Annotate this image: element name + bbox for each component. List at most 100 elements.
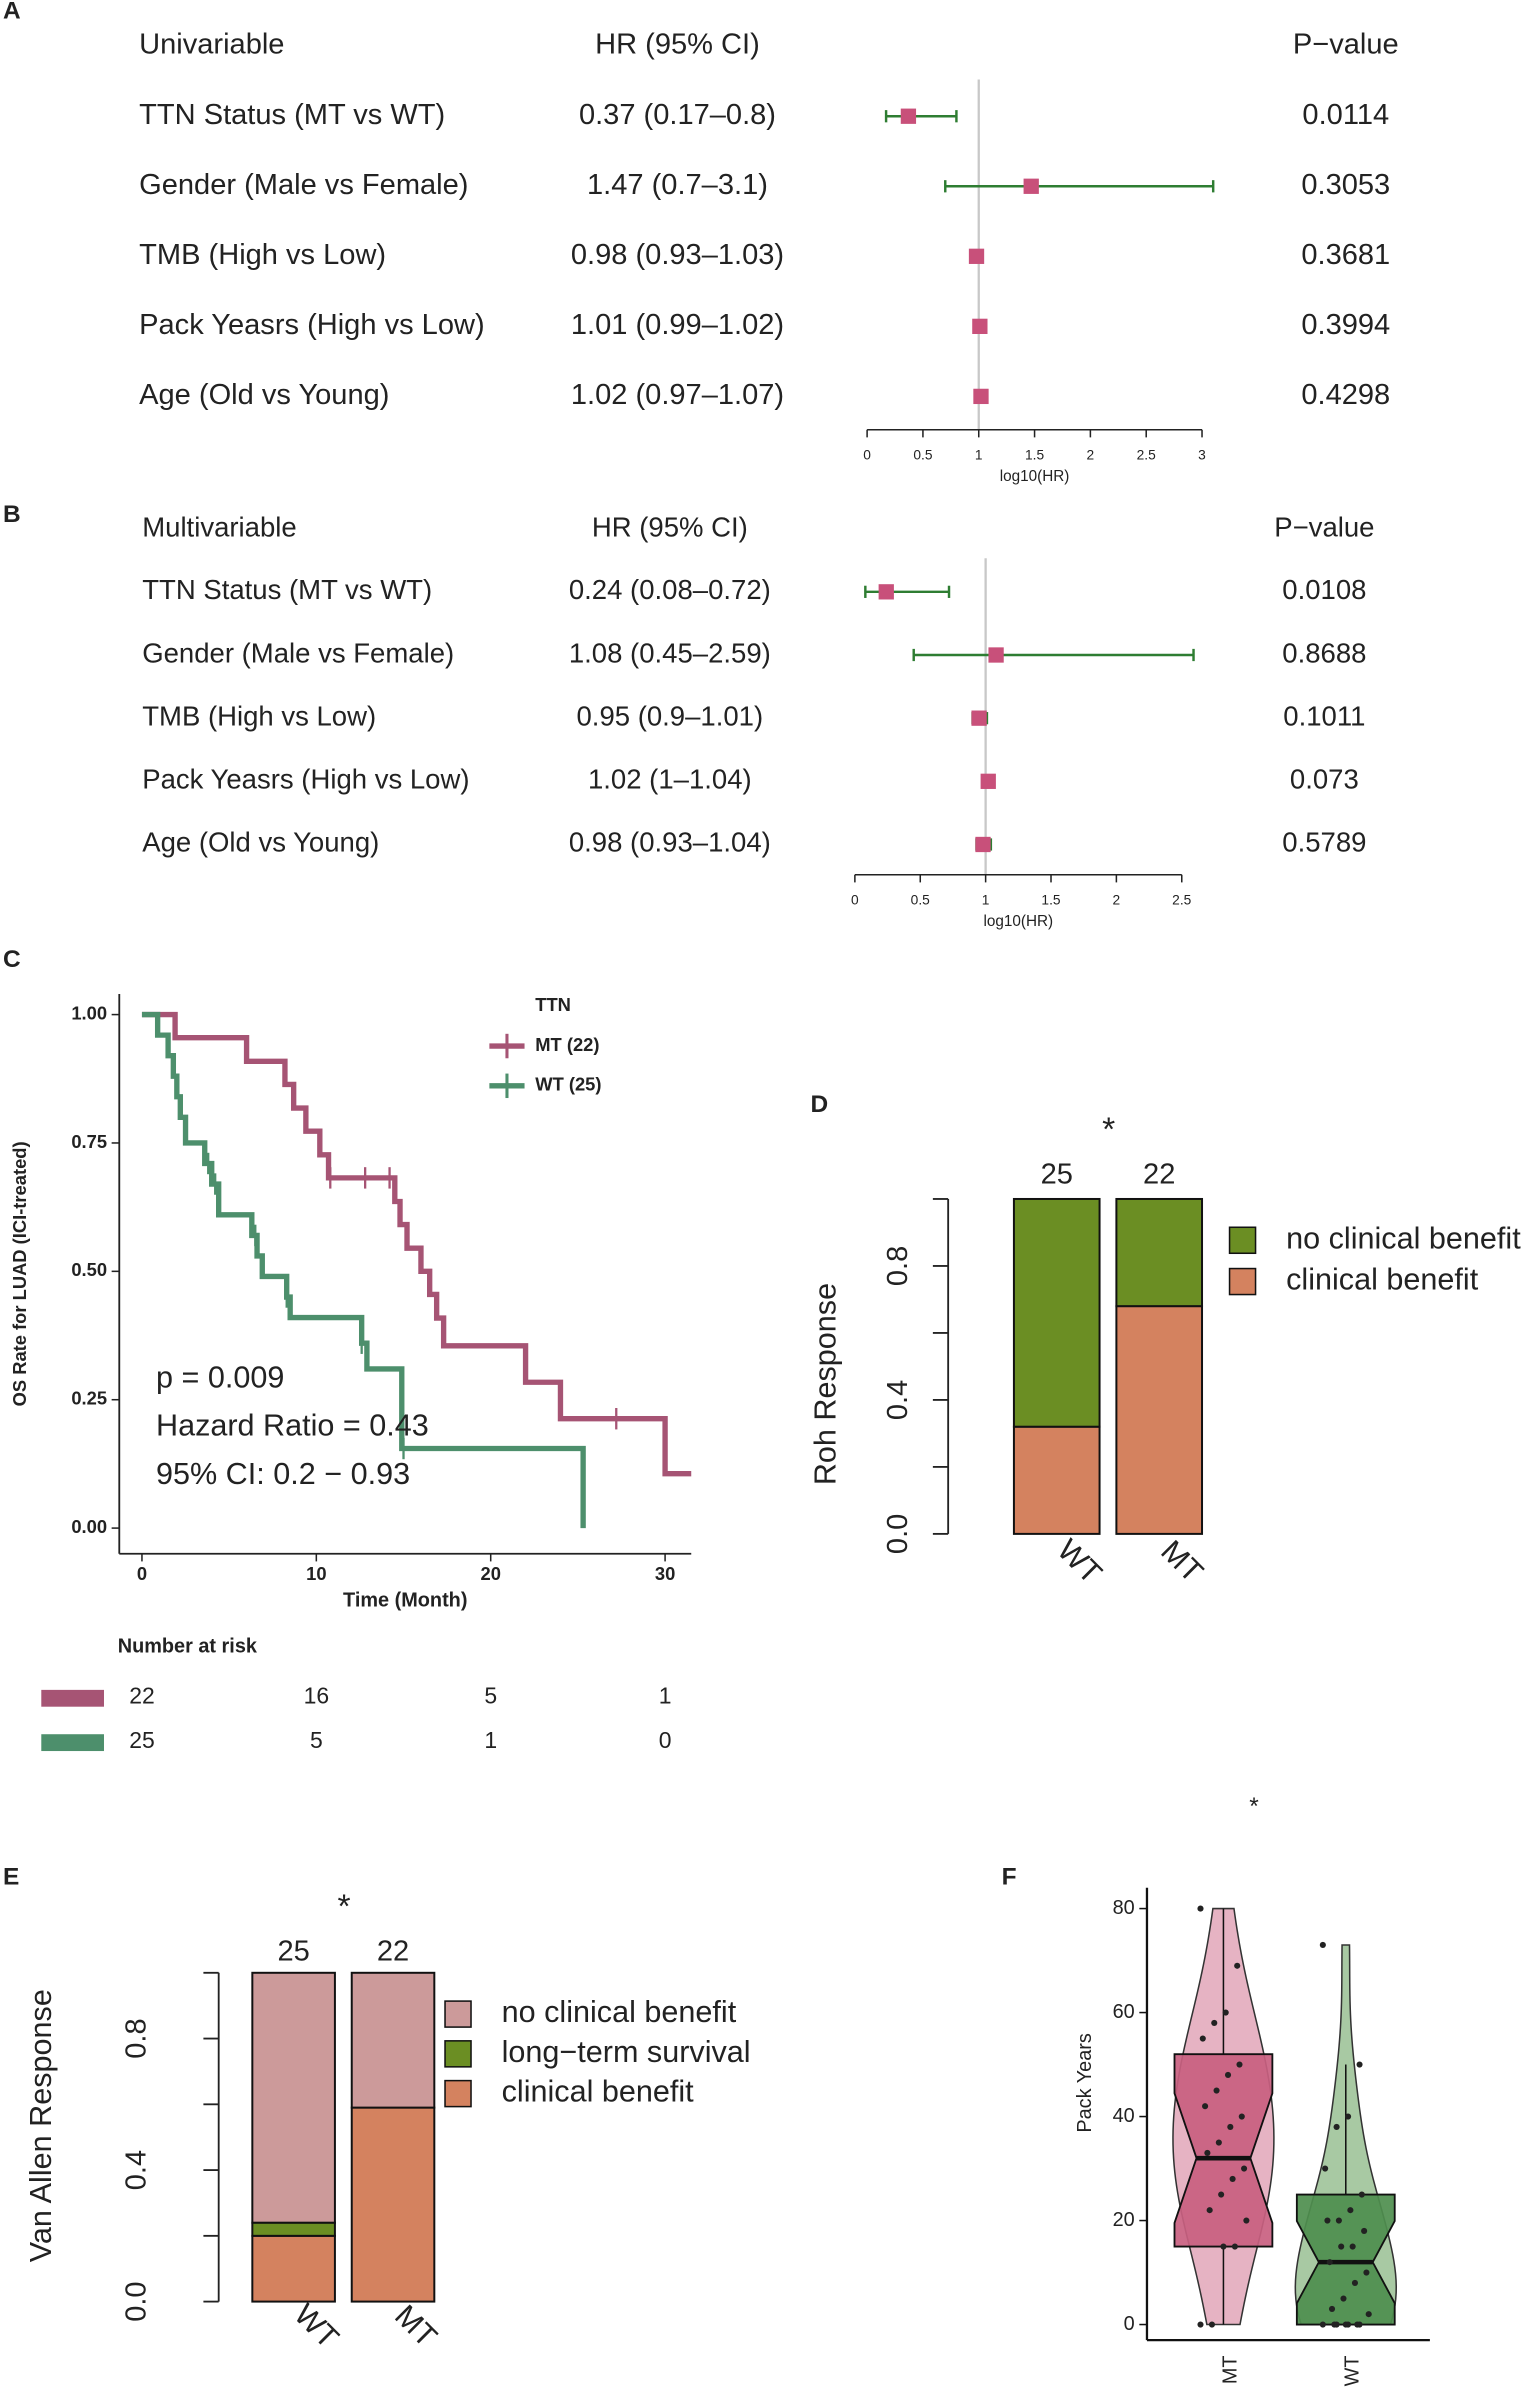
data-point xyxy=(1345,2113,1352,2120)
y-tick-label: 80 xyxy=(1113,1897,1135,1919)
y-axis-label: OS Rate for LUAD (ICI-treated) xyxy=(9,1141,30,1406)
p-value: 0.3994 xyxy=(1301,309,1390,341)
hr-label: 1.02 (1–1.04) xyxy=(588,764,752,795)
legend-label: no clinical benefit xyxy=(502,1995,737,2029)
hr-label: 1.08 (0.45–2.59) xyxy=(569,637,771,668)
risk-count: 0 xyxy=(659,1727,672,1753)
x-tick-label: MT xyxy=(1219,2355,1241,2384)
panel-label: A xyxy=(3,0,21,25)
row-label: Pack Yeasrs (High vs Low) xyxy=(139,309,484,341)
row-label: Age (Old vs Young) xyxy=(142,827,379,858)
box xyxy=(1295,2193,1396,2326)
bar-segment xyxy=(1012,1425,1101,1535)
p-value: 0.8688 xyxy=(1282,637,1366,668)
data-point xyxy=(1333,2123,1340,2131)
y-tick-label: 20 xyxy=(1113,2209,1135,2231)
bar-segment xyxy=(251,1971,336,2224)
x-tick-label: 30 xyxy=(655,1563,675,1584)
data-point xyxy=(1322,2165,1329,2172)
data-point xyxy=(1356,2061,1363,2068)
x-tick-label: WT xyxy=(1342,2355,1364,2386)
x-tick-label: 0.5 xyxy=(913,447,932,462)
hr-label: 0.24 (0.08–0.72) xyxy=(569,574,771,605)
hr-label: 1.47 (0.7–3.1) xyxy=(587,169,768,201)
data-point xyxy=(1199,2035,1206,2042)
x-tick-label: 3 xyxy=(1198,447,1206,462)
bar-segment xyxy=(350,1971,436,2109)
legend-swatch xyxy=(444,2079,472,2108)
data-point xyxy=(1324,2217,1331,2224)
data-point xyxy=(1224,2071,1232,2079)
data-point xyxy=(1347,2207,1354,2214)
count-label: 22 xyxy=(377,1936,409,1968)
risk-title: Number at risk xyxy=(118,1635,258,1657)
p-value: 0.4298 xyxy=(1301,379,1390,411)
count-label: 22 xyxy=(1143,1159,1175,1191)
y-tick-label: 0.0 xyxy=(120,2281,152,2321)
x-tick-label: 0 xyxy=(863,447,871,462)
x-axis-label: log10(HR) xyxy=(983,913,1053,930)
annotation: p = 0.009 xyxy=(156,1361,284,1395)
count-label: 25 xyxy=(277,1936,309,1968)
data-point xyxy=(1365,2311,1372,2318)
data-point xyxy=(1211,2019,1218,2027)
column-header: Multivariable xyxy=(142,511,296,542)
row-label: TMB (High vs Low) xyxy=(142,700,376,731)
risk-count: 5 xyxy=(484,1683,497,1709)
panel-label: E xyxy=(3,1863,19,1890)
data-point xyxy=(1326,2259,1333,2266)
legend-label: MT (22) xyxy=(535,1034,599,1055)
data-point xyxy=(1335,2217,1342,2224)
data-point xyxy=(1363,2269,1370,2276)
y-tick-label: 0.75 xyxy=(71,1131,107,1152)
x-tick-label: 1 xyxy=(982,892,990,907)
row-label: Age (Old vs Young) xyxy=(139,379,389,411)
data-point xyxy=(1241,2165,1248,2172)
data-point xyxy=(1218,2191,1225,2198)
x-tick-label: 1 xyxy=(975,447,983,462)
annotation: Hazard Ratio = 0.43 xyxy=(156,1409,429,1443)
x-tick-label: 20 xyxy=(481,1563,501,1584)
column-header: Univariable xyxy=(139,29,284,61)
hr-marker xyxy=(988,647,1004,663)
count-label: 25 xyxy=(1041,1159,1073,1191)
data-point xyxy=(1345,2321,1352,2328)
y-axis-label: Van Allen Response xyxy=(24,1989,58,2262)
annotation: * xyxy=(338,1888,351,1925)
column-header: HR (95% CI) xyxy=(595,29,760,61)
panel-label: B xyxy=(3,501,21,528)
hr-marker xyxy=(1023,178,1039,194)
data-point xyxy=(1202,2103,1209,2110)
data-point xyxy=(1204,2149,1211,2157)
p-value: 0.3053 xyxy=(1301,169,1390,201)
legend-label: WT (25) xyxy=(535,1074,601,1095)
hr-marker xyxy=(972,318,988,334)
bar-segment xyxy=(251,2234,336,2303)
row-label: Gender (Male vs Female) xyxy=(142,637,454,668)
p-value: 0.0108 xyxy=(1282,574,1366,605)
data-point xyxy=(1319,2321,1326,2328)
y-tick-label: 40 xyxy=(1113,2105,1135,2127)
x-tick-label: 2 xyxy=(1113,892,1121,907)
risk-count: 25 xyxy=(129,1727,154,1753)
y-tick-label: 1.00 xyxy=(71,1002,107,1023)
data-point xyxy=(1215,2139,1222,2146)
hr-marker xyxy=(968,248,985,264)
legend-swatch xyxy=(1228,1267,1257,1296)
p-value: 0.5789 xyxy=(1282,827,1366,858)
data-point xyxy=(1319,1941,1326,1949)
hr-marker xyxy=(975,836,991,853)
risk-count: 1 xyxy=(484,1727,497,1753)
data-point xyxy=(1197,2321,1204,2328)
x-tick-label: 10 xyxy=(306,1563,326,1584)
y-tick-label: 0.25 xyxy=(71,1388,107,1409)
data-point xyxy=(1234,1962,1241,1969)
x-axis-label: log10(HR) xyxy=(1000,468,1070,485)
y-tick-label: 0.8 xyxy=(882,1246,914,1286)
y-axis-label: Roh Response xyxy=(808,1283,842,1485)
legend-label: no clinical benefit xyxy=(1286,1221,1521,1255)
hr-label: 0.98 (0.93–1.03) xyxy=(571,239,784,271)
p-value: 0.073 xyxy=(1290,764,1359,795)
annotation: 95% CI: 0.2 − 0.93 xyxy=(156,1457,410,1491)
